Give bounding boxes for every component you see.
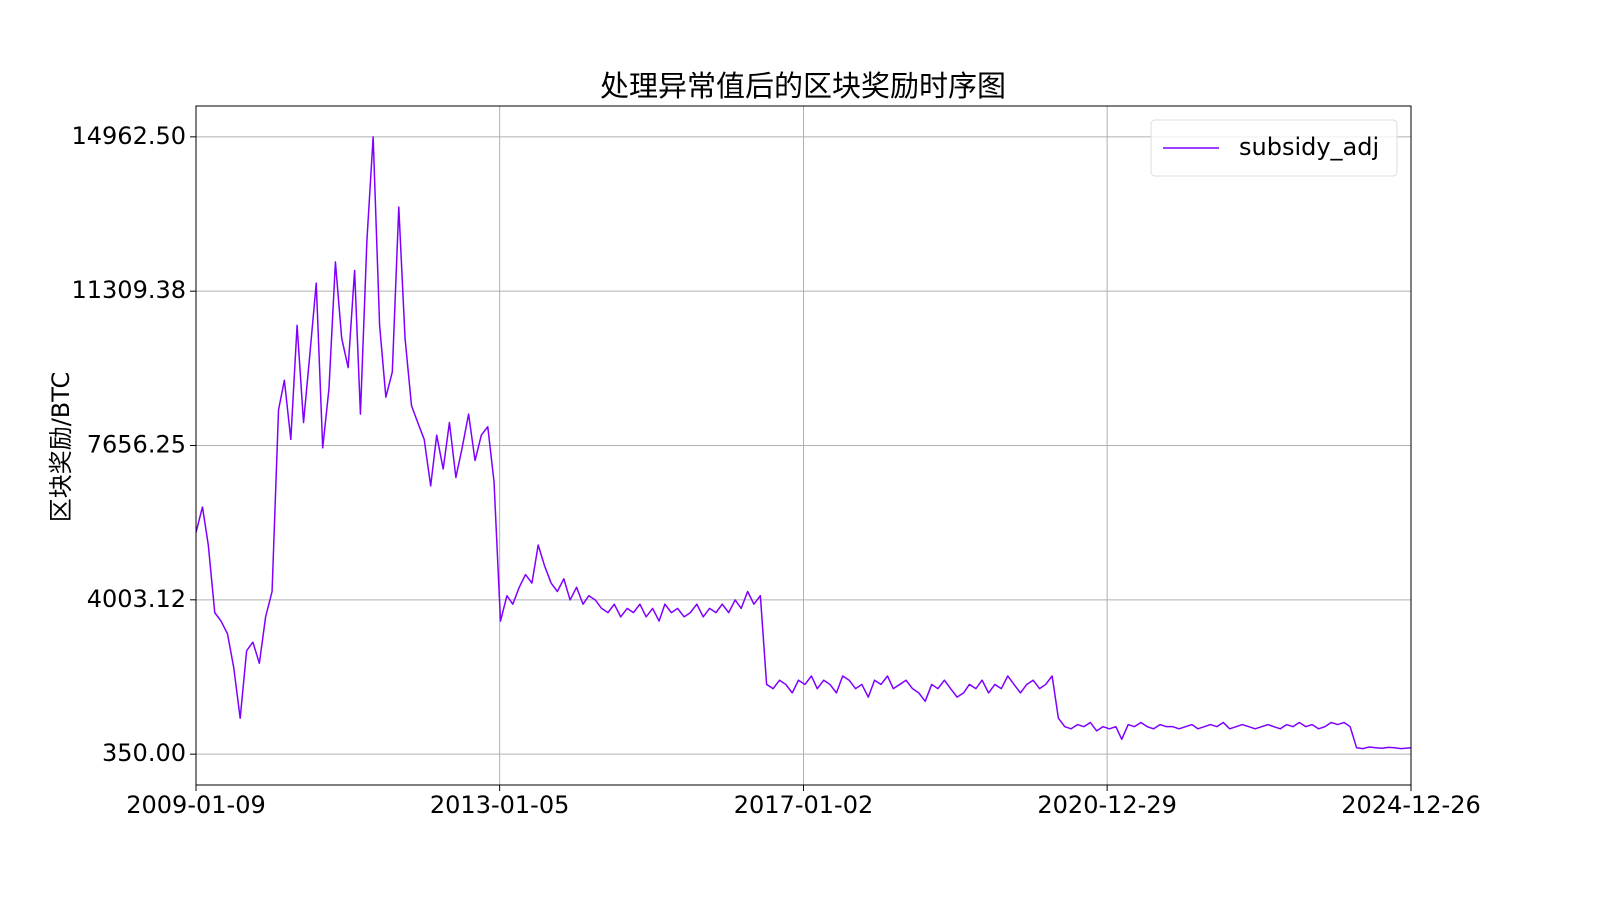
x-tick-label: 2013-01-05 (430, 791, 569, 819)
legend-box (1150, 119, 1398, 177)
x-tick-label: 2024-12-26 (1341, 791, 1480, 819)
data-line (195, 136, 1412, 750)
y-tick-label: 4003.12 (87, 585, 186, 613)
x-tick-label: 2017-01-02 (734, 791, 873, 819)
axes-frame (195, 105, 1412, 786)
x-tick-label: 2020-12-29 (1037, 791, 1176, 819)
y-tick-label: 7656.25 (87, 431, 186, 459)
y-tick-label: 11309.38 (71, 276, 186, 304)
x-tick-label: 2009-01-09 (126, 791, 265, 819)
legend-label: subsidy_adj (1239, 133, 1379, 161)
y-axis-label: 区块奖励/BTC (47, 372, 75, 523)
y-tick-label: 350.00 (102, 739, 186, 767)
chart-title: 处理异常值后的区块奖励时序图 (600, 69, 1006, 103)
y-tick-label: 14962.50 (71, 122, 186, 150)
